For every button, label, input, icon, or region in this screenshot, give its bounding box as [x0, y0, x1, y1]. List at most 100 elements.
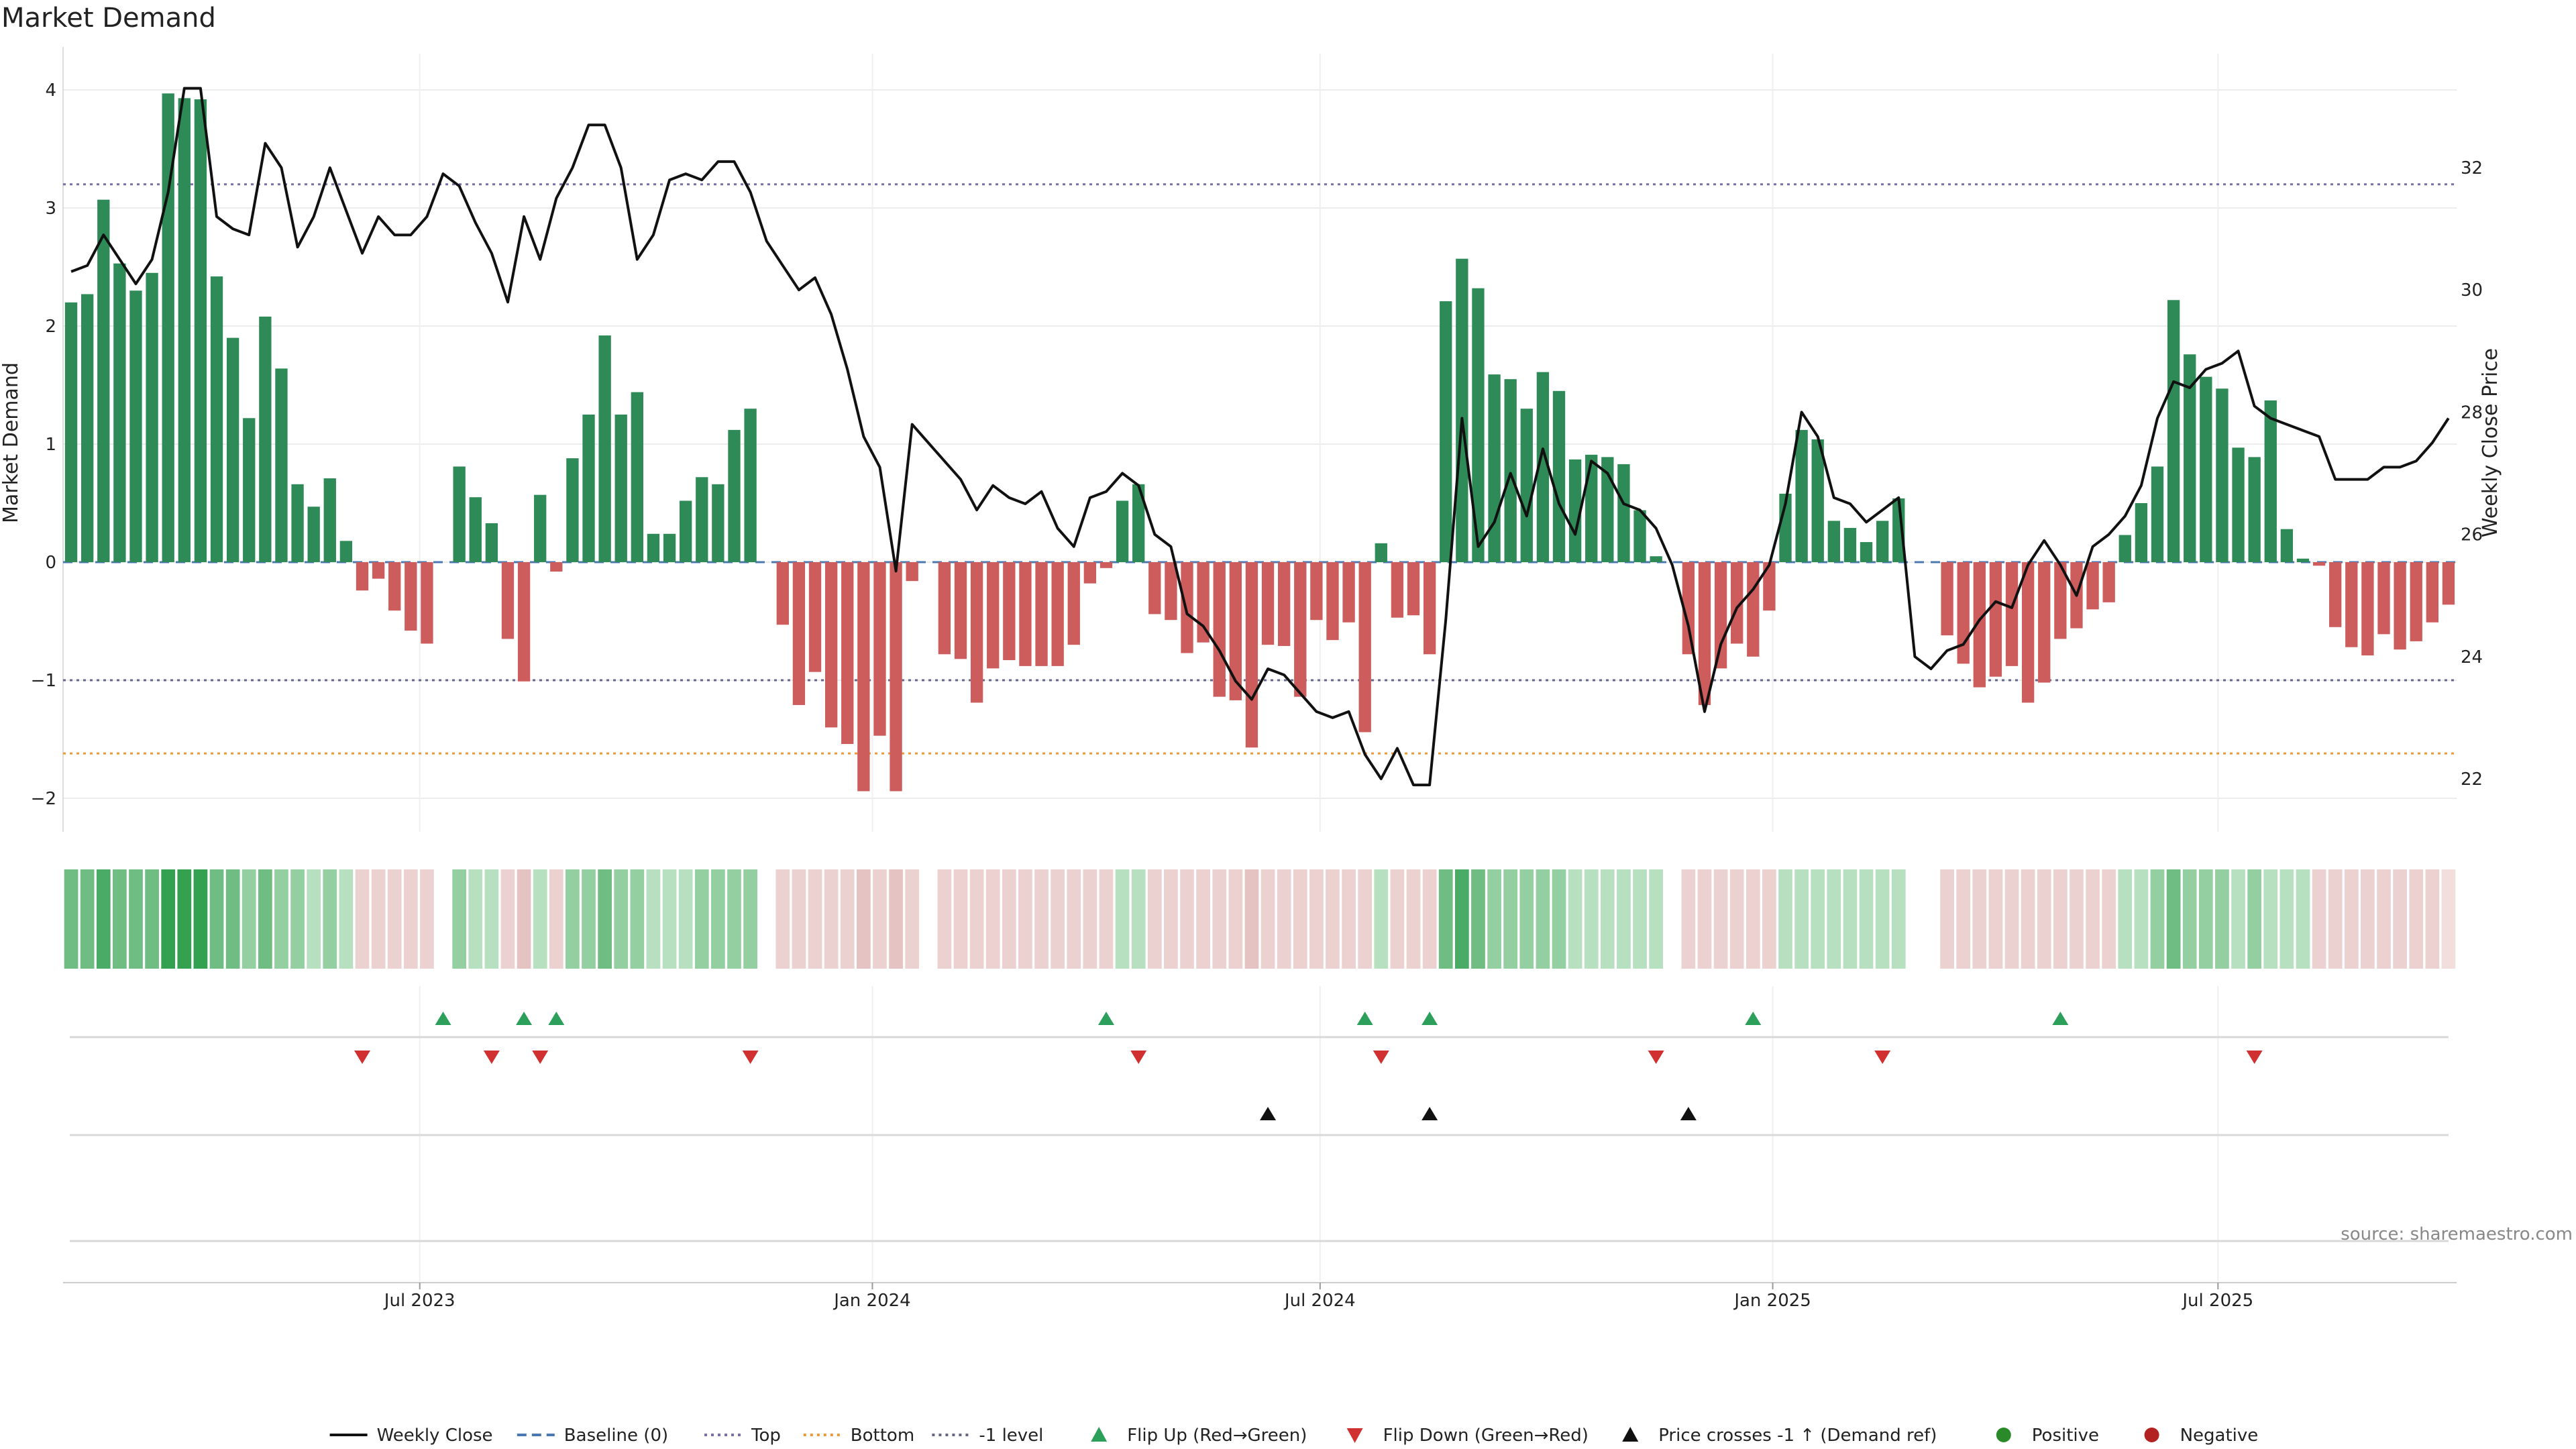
- demand-bar: [2264, 400, 2277, 562]
- shading-cell: [889, 869, 903, 969]
- shading-cell: [1342, 869, 1356, 969]
- demand-bar: [1051, 562, 1064, 666]
- demand-bar: [890, 562, 902, 792]
- shading-cell: [1309, 869, 1324, 969]
- shading-cell: [2361, 869, 2375, 969]
- demand-bar: [696, 477, 708, 562]
- shading-cell: [2409, 869, 2424, 969]
- demand-bar: [372, 562, 385, 579]
- demand-bar: [1747, 562, 1760, 657]
- flip-down-marker: [1130, 1051, 1147, 1064]
- demand-bar: [2280, 529, 2294, 562]
- shading-cell: [274, 869, 288, 969]
- demand-bar: [1568, 459, 1582, 562]
- shading-cell: [1940, 869, 1954, 969]
- shading-cell: [387, 869, 402, 969]
- shading-cell: [1131, 869, 1146, 969]
- demand-bar: [2005, 562, 2019, 666]
- shading-cell: [420, 869, 434, 969]
- legend-swatch: [1996, 1428, 2011, 1442]
- shading-cell: [1536, 869, 1550, 969]
- demand-bar: [275, 368, 288, 562]
- weekly-close-line: [70, 87, 2450, 787]
- legend-label: Flip Up (Red→Green): [1127, 1426, 1307, 1446]
- demand-bar: [2345, 562, 2358, 647]
- demand-bar: [1083, 562, 1097, 584]
- shading-cell: [1438, 869, 1453, 969]
- y-tick-label: 3: [45, 199, 56, 219]
- shading-cell: [1891, 869, 1906, 969]
- demand-bar: [2426, 562, 2438, 623]
- shading-cell: [711, 869, 725, 969]
- demand-bar: [1035, 562, 1048, 666]
- demand-bar: [1423, 562, 1436, 655]
- y-tick-label: 1: [45, 435, 56, 455]
- demand-bar: [485, 523, 498, 562]
- demand-bar: [1278, 562, 1291, 646]
- demand-bar: [2135, 503, 2148, 562]
- shading-cell: [2021, 869, 2035, 969]
- shading-cell: [1147, 869, 1162, 969]
- demand-bar: [1488, 374, 1501, 562]
- demand-bar: [1957, 562, 1970, 664]
- legend-label: Positive: [2032, 1426, 2099, 1446]
- demand-bar: [857, 562, 870, 792]
- shading-cell: [2393, 869, 2407, 969]
- demand-bar: [2167, 300, 2180, 562]
- flip-up-marker: [2052, 1012, 2069, 1025]
- demand-bar: [356, 562, 369, 591]
- flip-down-marker: [1874, 1051, 1891, 1064]
- shading-cell: [1503, 869, 1518, 969]
- shading-cell: [743, 869, 757, 969]
- demand-bar: [2054, 562, 2067, 639]
- demand-bar: [1440, 301, 1452, 562]
- demand-bar: [323, 478, 336, 562]
- demand-bar: [1731, 562, 1743, 644]
- demand-bar: [534, 494, 547, 562]
- demand-bar: [2329, 562, 2342, 627]
- shading-cell: [1051, 869, 1065, 969]
- shading-cell: [2441, 869, 2456, 969]
- y-tick-label: 2: [45, 317, 56, 337]
- shading-cell: [1633, 869, 1647, 969]
- demand-bar: [339, 541, 353, 562]
- demand-bar: [178, 98, 191, 562]
- legend-label: Flip Down (Green→Red): [1383, 1426, 1589, 1446]
- demand-bar: [1342, 562, 1355, 623]
- shading-cell: [1487, 869, 1501, 969]
- price-line-group: [70, 87, 2450, 787]
- shading-cell: [1649, 869, 1664, 969]
- demand-bar: [1391, 562, 1404, 618]
- shading-cell: [678, 869, 693, 969]
- demand-bar: [388, 562, 401, 611]
- demand-bar: [1941, 562, 1953, 636]
- y-axis-ticks: −2 −1 0 1 2 3 4: [31, 80, 56, 809]
- demand-bar: [1552, 390, 1566, 562]
- demand-bar: [2118, 535, 2131, 562]
- demand-bar: [307, 506, 320, 562]
- demand-bar: [2151, 466, 2164, 562]
- shading-cell: [1374, 869, 1389, 969]
- shading-cell: [808, 869, 822, 969]
- shading-cell: [2166, 869, 2181, 969]
- demand-bar: [582, 415, 595, 562]
- legend-item: Weekly Close: [329, 1426, 493, 1446]
- legend-item: Flip Up (Red→Green): [1091, 1426, 1307, 1446]
- chart-title: Market Demand: [1, 3, 216, 34]
- demand-bar: [550, 562, 563, 572]
- legend-item: Flip Down (Green→Red): [1346, 1426, 1589, 1446]
- demand-bar: [647, 533, 660, 562]
- shading-cell: [2231, 869, 2245, 969]
- demand-bar: [64, 302, 78, 562]
- shading-cell: [1326, 869, 1340, 969]
- legend-label: Baseline (0): [564, 1426, 668, 1446]
- y2-tick-label: 28: [2461, 402, 2483, 423]
- flip-down-marker: [532, 1051, 549, 1064]
- x-tick-label: Jul 2023: [383, 1291, 455, 1311]
- demand-bar: [1811, 439, 1824, 562]
- demand-bar: [938, 562, 951, 655]
- demand-bar: [712, 484, 724, 562]
- demand-bar: [210, 276, 223, 562]
- shading-cell: [1164, 869, 1178, 969]
